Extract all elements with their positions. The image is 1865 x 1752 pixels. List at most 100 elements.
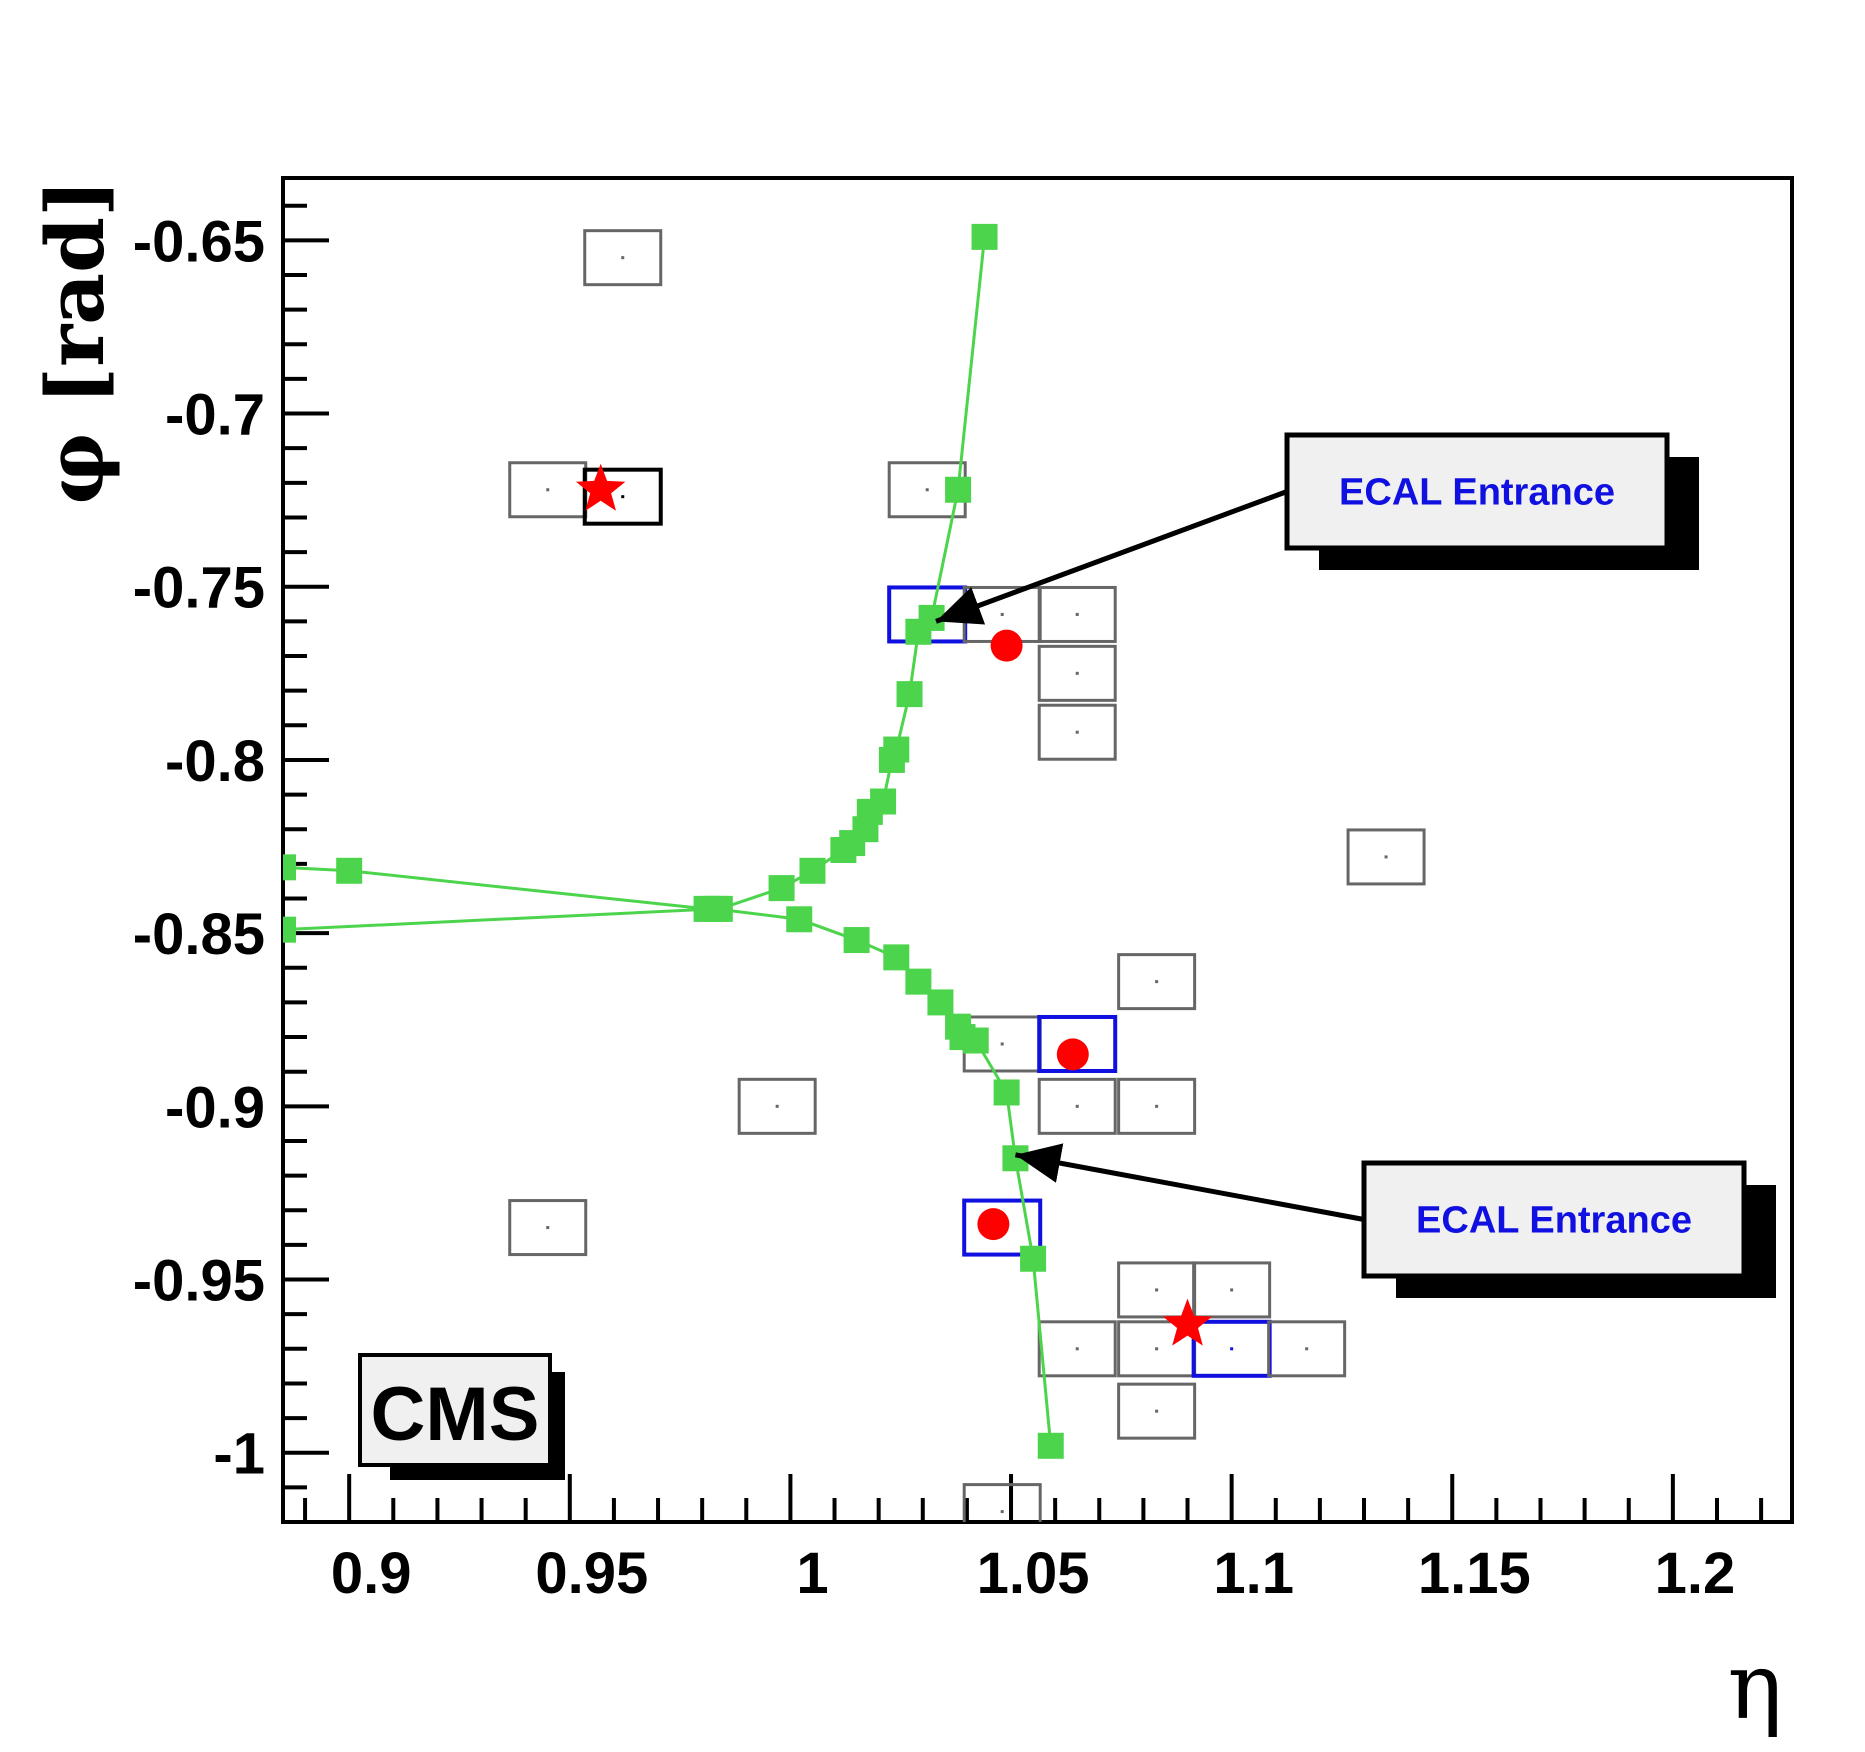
x-tick-label: 1.2 bbox=[1655, 1541, 1736, 1606]
crystal-center-dot bbox=[1230, 1288, 1234, 1292]
crystal-center-dot bbox=[1000, 1510, 1004, 1514]
track-point bbox=[283, 854, 296, 881]
crystal-cell bbox=[1037, 644, 1117, 702]
crystal-center-dot bbox=[1230, 1347, 1234, 1351]
track-point bbox=[993, 1079, 1020, 1106]
crystal-center-dot bbox=[621, 256, 625, 260]
x-tick-label: 1 bbox=[796, 1541, 828, 1606]
red-circle-marker bbox=[1056, 1038, 1089, 1071]
x-tick-label: 0.9 bbox=[331, 1541, 412, 1606]
crystal-cell bbox=[1037, 1077, 1117, 1135]
track-point bbox=[962, 1027, 989, 1054]
crystal-cell bbox=[962, 1483, 1042, 1522]
x-tick-label: 1.05 bbox=[977, 1541, 1090, 1606]
crystal-center-dot bbox=[1075, 671, 1079, 675]
track-point bbox=[830, 837, 857, 863]
y-tick-label: -0.65 bbox=[133, 209, 265, 274]
crystal-center-dot bbox=[546, 1226, 550, 1230]
track-point bbox=[878, 746, 905, 773]
y-tick-label: -0.85 bbox=[133, 902, 265, 967]
crystal-center-dot bbox=[1155, 1347, 1159, 1351]
x-axis-label: η bbox=[1727, 1633, 1782, 1740]
crystal-center-dot bbox=[1075, 1104, 1079, 1108]
crystal-center-dot bbox=[775, 1104, 779, 1108]
red-star-marker bbox=[1162, 1298, 1213, 1346]
crystal-center-dot bbox=[1384, 855, 1388, 859]
crystal-cell bbox=[1037, 585, 1117, 643]
crystal-center-dot bbox=[1155, 1288, 1159, 1292]
x-tick-label: 1.15 bbox=[1418, 1541, 1531, 1606]
red-star-marker bbox=[576, 463, 626, 511]
crystal-center-dot bbox=[1075, 1347, 1079, 1351]
crystal-cell bbox=[1117, 953, 1197, 1011]
y-tick-label: -0.95 bbox=[133, 1249, 265, 1314]
crystal-center-dot bbox=[1155, 1409, 1159, 1413]
red-circle-marker bbox=[990, 629, 1023, 662]
y-axis-label: φ [rad] bbox=[28, 179, 122, 505]
crystal-center-dot bbox=[546, 488, 550, 492]
crystal-cell bbox=[1117, 1382, 1197, 1440]
crystal-cell bbox=[1037, 1014, 1118, 1073]
track-point bbox=[336, 857, 363, 884]
track-point bbox=[905, 618, 932, 645]
crystal-center-dot bbox=[1000, 1042, 1004, 1046]
red-circle-marker bbox=[977, 1208, 1010, 1241]
crystal-center-dot bbox=[925, 488, 929, 492]
y-tick-label: -0.8 bbox=[165, 729, 265, 794]
track-point bbox=[896, 681, 923, 708]
track-point bbox=[843, 927, 870, 954]
y-tick-label: -0.9 bbox=[165, 1075, 265, 1140]
callout-box bbox=[1361, 1160, 1747, 1279]
callout-box bbox=[1284, 432, 1670, 551]
track-point bbox=[1020, 1245, 1047, 1272]
crystal-cell bbox=[737, 1077, 817, 1135]
crystal-center-dot bbox=[621, 495, 625, 499]
callout-arrow bbox=[935, 489, 1288, 625]
crystal-cell bbox=[962, 1198, 1043, 1257]
y-tick-label: -0.7 bbox=[165, 383, 265, 448]
crystal-cell bbox=[1346, 828, 1426, 886]
crystal-cell bbox=[1267, 1320, 1347, 1378]
crystal-cell bbox=[1037, 1320, 1117, 1378]
crystal-center-dot bbox=[1305, 1347, 1309, 1351]
cms-label-box: CMS bbox=[358, 1353, 565, 1480]
x-tick-label: 1.1 bbox=[1213, 1541, 1294, 1606]
track-point bbox=[945, 476, 972, 503]
crystal-cell bbox=[582, 467, 663, 526]
crystal-cell bbox=[583, 229, 663, 287]
crystal-cell bbox=[1037, 703, 1117, 761]
axis-ticks bbox=[283, 203, 1764, 1524]
track-point bbox=[283, 916, 296, 943]
callout-arrow bbox=[1014, 1143, 1365, 1222]
track-point bbox=[971, 223, 998, 250]
track-point bbox=[799, 857, 826, 884]
track-point bbox=[702, 895, 729, 922]
cms-label: CMS bbox=[371, 1372, 540, 1457]
track-point bbox=[905, 968, 932, 995]
annotations: ECAL Entrance ECAL Entrance bbox=[935, 432, 1776, 1298]
y-tick-label: -0.75 bbox=[133, 556, 265, 621]
track-point bbox=[927, 989, 954, 1016]
crystal-cell bbox=[508, 1199, 588, 1257]
y-tick-label: -1 bbox=[213, 1422, 265, 1487]
crystal-cell bbox=[1117, 1077, 1197, 1135]
crystal-center-dot bbox=[1000, 612, 1004, 616]
crystal-center-dot bbox=[1075, 730, 1079, 734]
x-tick-label: 0.95 bbox=[535, 1541, 648, 1606]
ecal-entrance-callout: ECAL Entrance bbox=[1014, 1143, 1776, 1298]
callout-text: ECAL Entrance bbox=[1416, 1200, 1692, 1242]
crystal-center-dot bbox=[1155, 1104, 1159, 1108]
crystal-center-dot bbox=[1155, 980, 1159, 984]
track-point bbox=[1037, 1432, 1064, 1459]
track-point bbox=[883, 944, 910, 971]
ecal-entrance-callout: ECAL Entrance bbox=[935, 432, 1699, 625]
callout-text: ECAL Entrance bbox=[1339, 472, 1615, 514]
crystal-center-dot bbox=[1075, 612, 1079, 616]
crystal-cell bbox=[1192, 1261, 1272, 1319]
axis-tick-labels: 0.9 0.95 1 1.05 1.1 1.15 1.2 -0.65 -0.7 -0.75 -0.8… bbox=[133, 209, 1735, 1606]
hit-markers bbox=[576, 463, 1213, 1346]
track-lines bbox=[283, 223, 1064, 1459]
track-point bbox=[786, 906, 813, 933]
track-point bbox=[768, 875, 795, 902]
